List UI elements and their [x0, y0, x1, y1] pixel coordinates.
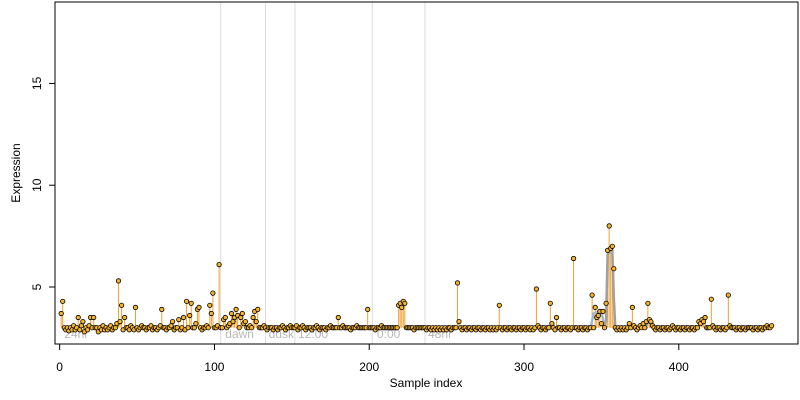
data-point — [170, 319, 174, 323]
data-point — [610, 244, 614, 248]
data-point — [643, 326, 647, 330]
data-point — [366, 307, 370, 311]
region-lines — [221, 2, 425, 344]
data-point — [571, 256, 575, 260]
data-point — [92, 315, 96, 319]
data-point — [243, 319, 247, 323]
y-axis-label: Expression — [9, 143, 23, 202]
y-tick-label: 15 — [30, 76, 44, 90]
data-point — [256, 307, 260, 311]
data-point — [695, 326, 699, 330]
data-point — [336, 315, 340, 319]
data-point — [547, 326, 551, 330]
data-point — [197, 305, 201, 309]
data-point — [240, 311, 244, 315]
data-point — [726, 293, 730, 297]
data-point — [209, 311, 213, 315]
y-tick-label: 10 — [30, 178, 44, 192]
data-point — [612, 267, 616, 271]
data-point — [604, 301, 608, 305]
x-axis: 0 100 200 300 400 — [56, 344, 689, 374]
data-point — [177, 317, 181, 321]
data-point — [234, 307, 238, 311]
data-point — [709, 297, 713, 301]
data-point — [457, 319, 461, 323]
data-point — [76, 315, 80, 319]
x-tick-label: 200 — [359, 360, 379, 374]
data-point — [223, 315, 227, 319]
data-point — [123, 315, 127, 319]
data-point — [194, 321, 198, 325]
data-point — [254, 319, 258, 323]
data-point — [590, 293, 594, 297]
data-point — [186, 326, 190, 330]
data-point — [592, 326, 596, 330]
data-point — [599, 321, 603, 325]
data-point — [116, 279, 120, 283]
y-tick-label: 5 — [30, 283, 44, 290]
data-point — [593, 305, 597, 309]
data-point — [601, 309, 605, 313]
data-point — [181, 315, 185, 319]
data-point — [188, 313, 192, 317]
x-tick-label: 0 — [56, 360, 63, 374]
data-point — [119, 303, 123, 307]
data-point — [403, 301, 407, 305]
data-point — [646, 301, 650, 305]
data-point — [770, 324, 774, 328]
x-tick-label: 100 — [204, 360, 224, 374]
data-point — [133, 305, 137, 309]
data-point — [189, 301, 193, 305]
data-point — [630, 305, 634, 309]
data-point — [400, 305, 404, 309]
data-point — [554, 315, 558, 319]
data-point — [607, 224, 611, 228]
data-point — [61, 299, 65, 303]
data-point — [211, 291, 215, 295]
data-point — [534, 287, 538, 291]
data-point — [497, 303, 501, 307]
data-point — [703, 315, 707, 319]
x-tick-label: 300 — [514, 360, 534, 374]
data-point — [208, 303, 212, 307]
data-point — [229, 311, 233, 315]
plot-frame — [55, 2, 798, 344]
data-point — [548, 301, 552, 305]
data-point — [220, 326, 224, 330]
data-point — [118, 319, 122, 323]
spike-lines — [61, 226, 728, 328]
y-axis: 5 10 15 — [30, 76, 55, 290]
data-point — [81, 319, 85, 323]
data-point — [160, 307, 164, 311]
data-point — [59, 311, 63, 315]
x-tick-label: 400 — [669, 360, 689, 374]
data-point — [251, 315, 255, 319]
data-point — [206, 326, 210, 330]
x-axis-label: Sample index — [390, 376, 463, 390]
data-point — [184, 299, 188, 303]
data-point — [455, 281, 459, 285]
data-points — [59, 224, 774, 334]
data-point — [217, 262, 221, 266]
data-point — [454, 326, 458, 330]
data-point — [395, 326, 399, 330]
data-point — [602, 326, 606, 330]
data-point — [249, 326, 253, 330]
data-point — [237, 326, 241, 330]
